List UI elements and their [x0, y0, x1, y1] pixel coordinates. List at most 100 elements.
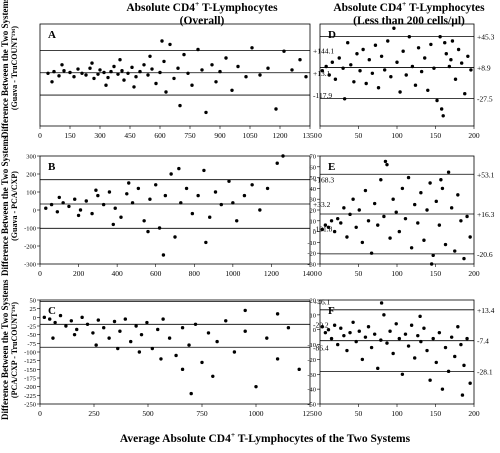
panel-a-point-2: [57, 74, 61, 78]
panel-c-point-15: [123, 317, 128, 321]
panel-e-point-17: [372, 201, 377, 206]
panel-e-point-23: [391, 197, 395, 201]
panel-c-point-11: [102, 326, 106, 330]
panel-e-point-26: [400, 186, 405, 191]
panel-a-point-53: [290, 68, 294, 72]
panel-f-ytick-label-2: -30: [307, 372, 316, 379]
panel-a-point-56: [50, 80, 54, 84]
panel-c-point-9: [91, 331, 95, 335]
panel-b-point-37: [265, 186, 270, 191]
panel-c-xtick-label-3: 750: [196, 409, 208, 418]
panel-c-point-16: [129, 339, 133, 344]
panel-d-ref-label-2: -27.5: [477, 94, 493, 103]
panel-e-ytick-label-1: -20: [307, 251, 316, 258]
panel-f-point-34: [425, 348, 429, 353]
panel-d-point-6: [341, 66, 345, 70]
panel-b-point-15: [130, 201, 135, 205]
panel-b-point-5: [73, 197, 77, 201]
panel-a-ref-label-2: -117.9: [313, 91, 332, 100]
panel-b-xtick-label-0: 0: [38, 269, 42, 278]
panel-f-point-1: [323, 330, 328, 335]
panel-d-point-32: [419, 69, 424, 74]
panel-a-point-26: [150, 67, 154, 71]
x-axis-label-end: T-Lymphocytes of the Two Systems: [235, 433, 411, 445]
panel-c-ytick-label-5: -125: [24, 358, 36, 365]
panel-b-point-13: [119, 215, 123, 219]
header-right-sup: +: [402, 0, 407, 9]
panel-b-point-16: [136, 186, 141, 191]
panel-f-point-33: [422, 326, 426, 330]
panel-f-ref-label-1: -7.4: [477, 337, 489, 346]
panel-f-point-35: [428, 378, 432, 382]
panel-a-point-50: [266, 66, 270, 70]
panel-a-point-49: [258, 73, 262, 77]
panel-c-point-47: [159, 357, 163, 361]
panel-f-point-48: [468, 381, 472, 385]
panel-c-ytick-label-1: -225: [24, 393, 36, 400]
panel-d-point-38: [438, 35, 442, 39]
panel-e-point-33: [422, 238, 426, 242]
panel-f-point-46: [462, 363, 466, 368]
panel-f-xtick-label-3: 150: [430, 409, 442, 418]
panel-e-point-1: [323, 223, 328, 227]
panel-b-letter: B: [48, 161, 56, 173]
panel-b-point-6: [78, 208, 83, 212]
panel-a-point-32: [172, 76, 176, 81]
panel-c-ytick-label-12: 50: [30, 298, 37, 305]
panel-a-point-30: [164, 90, 168, 94]
panel-e-point-46: [462, 256, 466, 261]
panel-f-point-21: [385, 341, 389, 345]
panel-d-point-15: [367, 58, 371, 62]
panel-f-point-45: [459, 342, 463, 347]
panel-f-point-43: [453, 354, 457, 359]
panel-f-letter: F: [328, 305, 335, 317]
panel-c-point-29: [206, 331, 211, 335]
panel-f-ytick-label-1: -40: [307, 387, 316, 394]
panel-d-point-18: [376, 86, 381, 90]
panel-d-point-14: [364, 81, 368, 86]
panel-a-point-21: [130, 65, 134, 70]
panel-a-point-11: [96, 72, 100, 76]
panel-b-xtick-label-6: 1200: [264, 269, 279, 278]
panel-a-point-1: [52, 69, 56, 74]
panel-e-point-18: [376, 223, 380, 227]
panel-d-point-44: [456, 47, 461, 52]
panel-c-xtick-label-2: 500: [142, 409, 154, 418]
panel-e-ytick-label-5: 20: [310, 208, 317, 215]
panel-f-xtick-label-1: 50: [355, 409, 363, 418]
panel-f-point-13: [360, 357, 365, 362]
panel-f-ytick-label-3: -20: [307, 357, 316, 364]
panel-a-point-57: [60, 63, 64, 67]
panel-c-point-22: [161, 317, 165, 321]
panel-b-point-49: [231, 201, 235, 205]
panel-a-point-62: [148, 54, 152, 58]
panel-b-ytick-label-1: -200: [24, 244, 36, 251]
panel-a-xtick-label-6: 900: [214, 131, 226, 140]
panel-f-point-15: [366, 325, 371, 329]
panel-a-frame: [39, 23, 311, 127]
panel-f-point-41: [446, 369, 451, 374]
panel-b-point-21: [163, 193, 168, 198]
panel-c-point-43: [72, 332, 77, 337]
panel-a-point-4: [68, 70, 72, 75]
panel-b-point-14: [125, 192, 129, 196]
panel-a-point-61: [132, 85, 136, 89]
panel-e-point-11: [354, 225, 358, 229]
panel-d-point-13: [361, 47, 365, 52]
panel-e-point-16: [369, 251, 374, 255]
panel-f-point-30: [413, 356, 417, 360]
panel-f-xtick-label-2: 100: [391, 409, 403, 418]
panel-e-ref-label-2: -20.6: [477, 250, 493, 259]
panel-d-point-29: [410, 64, 415, 69]
panel-f-point-40: [443, 345, 448, 350]
panel-e-ytick-label-7: 40: [310, 186, 317, 193]
panel-f-point-10: [351, 320, 355, 324]
panel-e-xtick-label-2: 100: [391, 269, 403, 278]
panel-c-frame: [39, 299, 311, 405]
panel-b-xtick-label-4: 800: [189, 269, 201, 278]
panel-d-point-37: [435, 98, 439, 103]
panel-e-point-45: [459, 219, 463, 223]
panel-c-ytick-label-0: -250: [24, 402, 36, 409]
panel-e-point-7: [342, 206, 346, 210]
